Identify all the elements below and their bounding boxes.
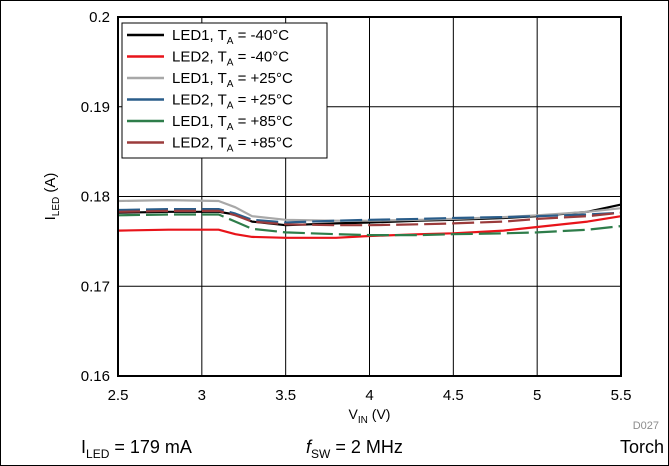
series-layer xyxy=(117,199,622,239)
plot-area-border xyxy=(117,16,622,377)
legend-box xyxy=(121,22,328,159)
x-tick-label: 4.5 xyxy=(443,387,464,404)
legend-label-3: LED1, TA = +25°C xyxy=(172,70,293,90)
series-line-4 xyxy=(117,208,622,224)
x-tick-label: 3.5 xyxy=(275,387,296,404)
y-tick-label: 0.18 xyxy=(81,189,110,206)
x-tick-label: 5 xyxy=(533,387,541,404)
footer-iled-condition: ILED = 179 mA xyxy=(81,437,192,461)
x-axis-label-sub: IN xyxy=(358,415,368,426)
y-tick-label: 0.16 xyxy=(81,368,110,385)
x-axis-label-unit: (V) xyxy=(368,406,391,422)
legend-label-1: LED1, TA = -40°C xyxy=(172,27,289,47)
x-tick-label: 3 xyxy=(198,387,206,404)
series-line-2 xyxy=(117,215,622,239)
footer-fsw-condition: fSW = 2 MHz xyxy=(306,437,403,461)
footer-fsw-main: f xyxy=(306,437,313,457)
y-tick-label: 0.17 xyxy=(81,278,110,295)
y-axis-label-sub: LED xyxy=(51,197,62,216)
x-tick-label: 2.5 xyxy=(108,387,129,404)
legend-label-6: LED2, TA = +85°C xyxy=(172,135,293,155)
y-tick-labels: 0.16 0.17 0.18 0.19 0.2 xyxy=(81,9,110,385)
x-tick-label: 4 xyxy=(365,387,373,404)
legend-label-4: LED2, TA = +25°C xyxy=(172,92,293,112)
footer-iled-sub: LED xyxy=(86,447,110,461)
y-tick-label: 0.2 xyxy=(89,9,110,26)
footer-fsw-sub: SW xyxy=(311,447,331,461)
x-tick-label: 5.5 xyxy=(611,387,632,404)
footer-iled-value: = 179 mA xyxy=(109,437,192,457)
footer-mode-label: Torch xyxy=(620,437,664,457)
legend-label-2: LED2, TA = -40°C xyxy=(172,49,289,69)
y-axis-label: ILED (A) xyxy=(42,173,62,221)
series-line-6 xyxy=(117,209,622,227)
x-tick-labels: 2.5 3 3.5 4 4.5 5 5.5 xyxy=(108,387,632,404)
x-axis-label-main: V xyxy=(349,406,359,422)
y-axis-label-main: I xyxy=(42,216,59,220)
footer-iled-main: I xyxy=(81,437,86,457)
y-tick-label: 0.19 xyxy=(81,99,110,116)
x-axis-label: VIN (V) xyxy=(349,406,391,426)
series-line-5 xyxy=(117,213,622,237)
y-axis-label-unit: (A) xyxy=(42,173,59,197)
legend-label-5: LED1, TA = +85°C xyxy=(172,113,293,133)
footer-fsw-value: = 2 MHz xyxy=(330,437,403,457)
figure-id-label: D027 xyxy=(633,420,659,432)
